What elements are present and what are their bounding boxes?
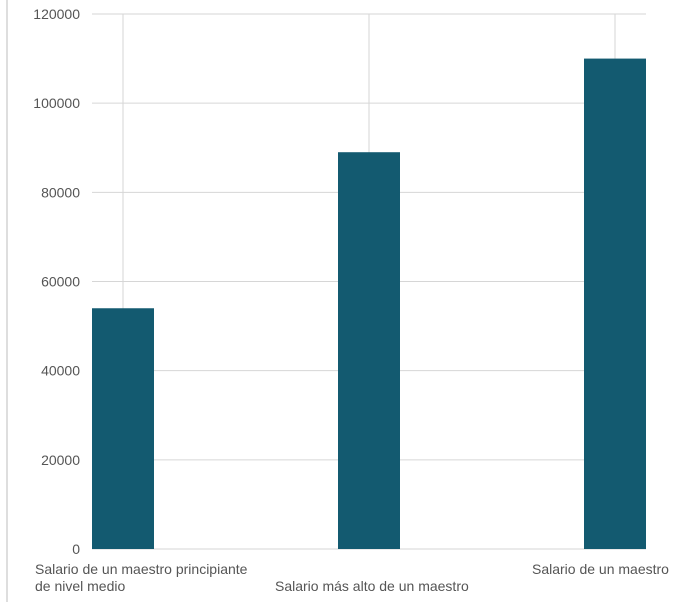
x-category-label: Salario de un maestro	[532, 561, 669, 577]
x-category-label: Salario más alto de un maestro	[275, 578, 469, 594]
bar-1	[92, 308, 154, 549]
bars	[92, 58, 646, 550]
y-tick-label: 60000	[41, 274, 80, 290]
y-tick-label: 40000	[41, 363, 80, 379]
y-tick-label: 120000	[33, 6, 80, 22]
y-tick-label: 0	[72, 541, 80, 557]
y-tick-label: 20000	[41, 452, 80, 468]
x-category-label: de nivel medio	[35, 578, 125, 594]
y-tick-label: 100000	[33, 95, 80, 111]
x-category-label: Salario de un maestro principiante	[35, 561, 248, 577]
bar-2	[338, 152, 400, 550]
y-axis-tick-labels: 0 20000 40000 60000 80000 100000 120000	[33, 6, 80, 557]
y-tick-label: 80000	[41, 184, 80, 200]
bar-3	[584, 58, 646, 549]
